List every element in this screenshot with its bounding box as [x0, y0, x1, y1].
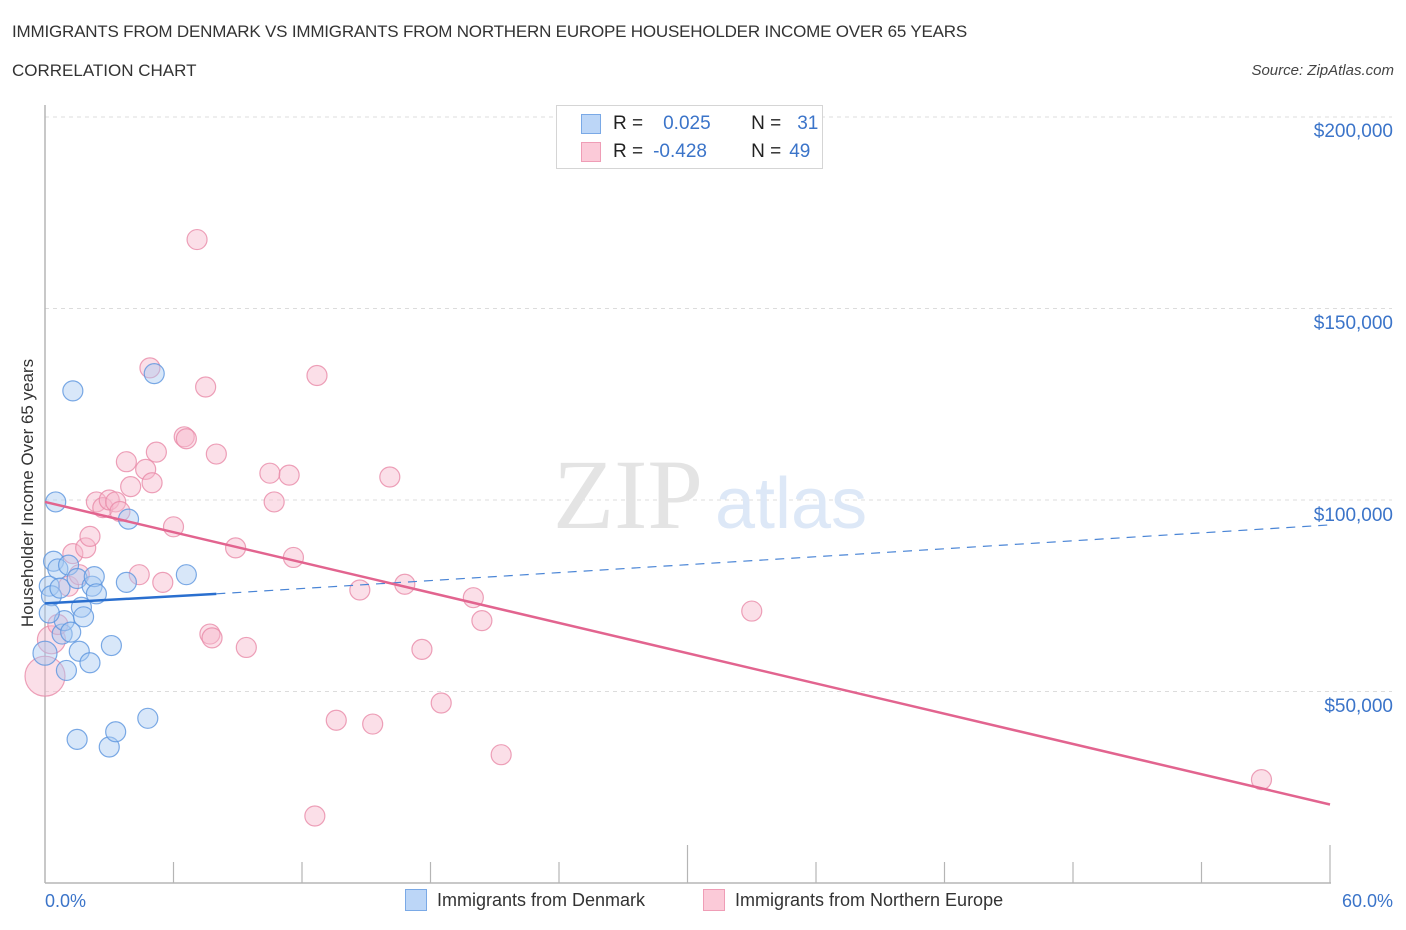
y-tick-50000: $50,000: [1324, 696, 1393, 717]
denmark-trend-extension: [216, 524, 1331, 595]
correlation-legend: R = 0.025 N = 31 R = -0.428 N = 49: [556, 105, 823, 169]
data-point: [741, 600, 763, 622]
data-point: [115, 451, 137, 473]
legend-item-denmark[interactable]: Immigrants from Denmark: [405, 889, 645, 911]
data-point: [79, 652, 101, 674]
data-point: [51, 623, 73, 645]
data-point: [141, 472, 163, 494]
data-point: [24, 655, 66, 697]
data-point: [201, 627, 223, 649]
data-point: [282, 546, 305, 569]
data-point: [325, 709, 347, 731]
data-point: [175, 564, 197, 586]
legend-row-northern-europe: R = -0.428 N = 49: [581, 140, 810, 164]
watermark-atlas: atlas: [715, 464, 867, 544]
data-point: [430, 692, 452, 714]
x-tick-min: 0.0%: [45, 891, 87, 911]
data-point: [186, 228, 208, 251]
data-point: [109, 500, 131, 523]
data-point: [57, 575, 80, 597]
legend-label: Immigrants from Northern Europe: [735, 889, 1004, 910]
data-point: [72, 606, 95, 628]
data-point: [100, 634, 122, 657]
r-value: -0.428: [653, 141, 707, 162]
y-tick-150000: $150,000: [1313, 313, 1393, 334]
n-label: N =: [751, 141, 782, 162]
northern-europe-swatch-icon: [581, 142, 601, 162]
data-point: [115, 571, 137, 593]
data-point: [362, 713, 384, 735]
data-point: [199, 623, 221, 645]
data-point: [32, 640, 58, 666]
data-point: [379, 466, 401, 488]
data-point: [205, 443, 227, 465]
data-point: [195, 376, 217, 398]
data-point: [60, 621, 82, 643]
denmark-trend-line: [44, 592, 217, 605]
data-point: [349, 579, 371, 601]
source-label: Source: ZipAtlas.com: [1251, 62, 1394, 79]
chart-title: IMMIGRANTS FROM DENMARK VS IMMIGRANTS FR…: [12, 22, 968, 41]
n-value: 49: [789, 141, 811, 162]
data-point: [128, 564, 150, 586]
watermark: ZIP atlas: [553, 439, 867, 550]
northern-europe-swatch-icon: [703, 889, 725, 911]
x-tick-max: 60.0%: [1341, 891, 1393, 911]
y-axis-label: Householder Income Over 65 years: [18, 358, 37, 628]
data-point: [57, 554, 80, 576]
data-point: [40, 585, 63, 607]
northern-europe-trend-line: [44, 500, 1331, 806]
r-label: R =: [613, 113, 644, 134]
data-point: [120, 475, 142, 498]
data-point: [471, 610, 493, 632]
data-point: [175, 428, 197, 450]
data-point: [68, 640, 90, 662]
chart-subtitle: CORRELATION CHART: [12, 61, 197, 80]
r-label: R =: [613, 141, 644, 162]
y-tick-100000: $100,000: [1313, 505, 1393, 526]
data-point: [278, 464, 300, 486]
n-label: N =: [751, 113, 782, 134]
data-point: [66, 728, 88, 750]
denmark-swatch-icon: [405, 889, 427, 911]
data-point: [490, 744, 512, 766]
data-point: [135, 458, 157, 480]
denmark-swatch-icon: [581, 114, 601, 134]
r-value: 0.025: [663, 113, 711, 134]
y-tick-200000: $200,000: [1313, 121, 1393, 142]
data-point: [55, 659, 78, 682]
trend-lines: [44, 500, 1331, 806]
data-point: [85, 583, 108, 605]
data-point: [137, 707, 159, 729]
data-point: [75, 537, 97, 559]
legend-item-northern-europe[interactable]: Immigrants from Northern Europe: [703, 889, 1003, 911]
data-point: [62, 380, 84, 402]
n-value: 31: [797, 113, 819, 134]
data-point: [152, 571, 174, 593]
legend-label: Immigrants from Denmark: [437, 889, 646, 910]
data-point: [79, 525, 101, 547]
series-northern-europe-points: [24, 228, 1273, 827]
watermark-zip: ZIP: [553, 439, 703, 550]
data-point: [235, 636, 257, 659]
series-denmark-points: [32, 363, 197, 758]
data-point: [411, 638, 433, 660]
data-point: [259, 462, 281, 484]
data-point: [83, 565, 105, 588]
data-point: [304, 805, 326, 827]
data-point: [105, 721, 127, 743]
data-point: [306, 364, 328, 387]
data-point: [143, 363, 165, 385]
data-point: [145, 441, 167, 463]
axes: [44, 105, 1331, 884]
data-point: [263, 491, 285, 513]
data-point: [49, 577, 71, 599]
data-point: [139, 357, 161, 379]
data-point: [38, 602, 60, 624]
data-point: [62, 543, 84, 565]
legend-row-denmark: R = 0.025 N = 31: [581, 112, 818, 136]
gridlines: [45, 116, 1392, 692]
data-point: [36, 625, 67, 655]
